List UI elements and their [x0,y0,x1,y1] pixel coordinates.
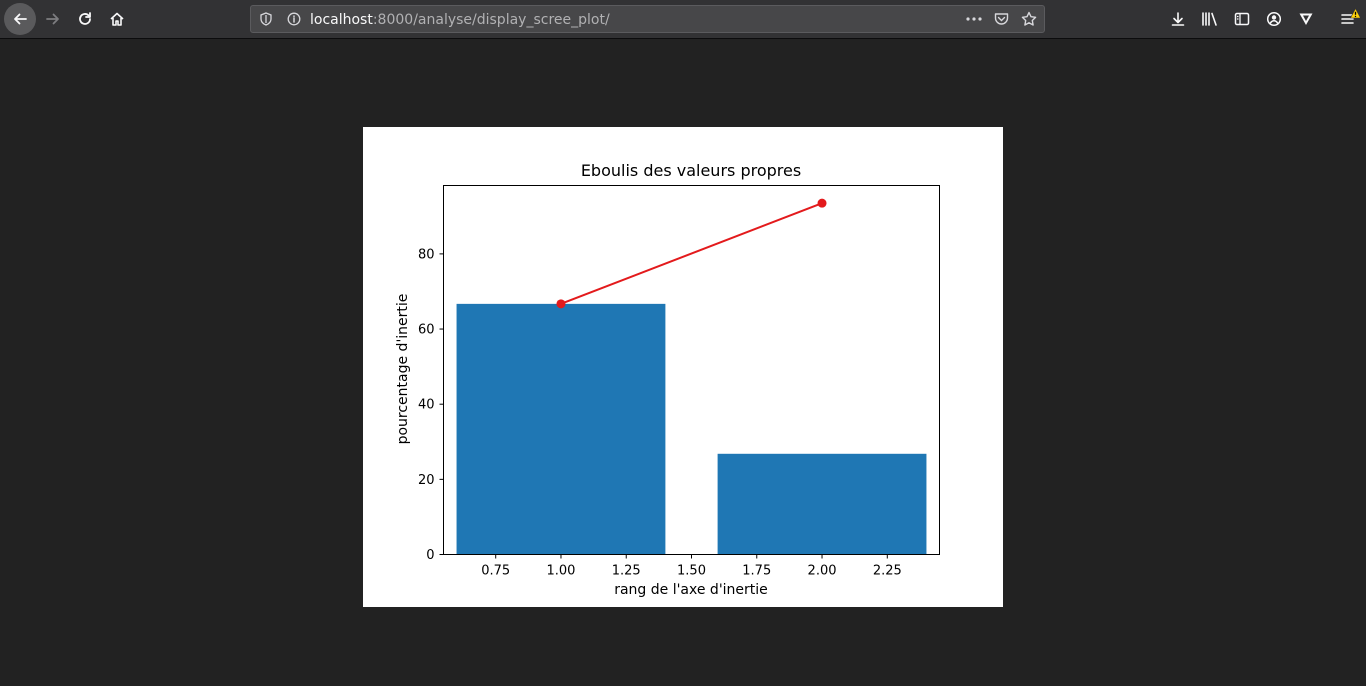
reload-button[interactable] [70,4,100,34]
y-ticks: 0 20 40 60 80 [418,247,444,563]
back-icon [14,13,27,25]
download-icon [1171,12,1185,26]
plot-frame [443,185,940,555]
x-tick-label: 2.25 [873,564,902,579]
extension-button[interactable] [1291,4,1321,34]
x-tick-label: 1.25 [612,564,641,579]
scree-plot-chart: Eboulis des valeurs propres rang de l'ax… [395,161,940,598]
more-icon[interactable] [965,13,983,25]
url-text[interactable]: localhost:8000/analyse/display_scree_plo… [310,12,610,28]
x-tick-label: 1.75 [742,564,771,579]
x-ticks: 0.75 1.00 1.25 1.50 1.75 2.00 2.25 [481,554,902,579]
bookmark-star-icon[interactable] [1021,11,1037,27]
x-tick-label: 0.75 [481,564,510,579]
line-point-2 [817,198,827,208]
chart-title: Eboulis des valeurs propres [581,161,801,180]
scree-plot-image: Eboulis des valeurs propres rang de l'ax… [363,127,1003,607]
url-path: :8000/analyse/display_scree_plot/ [372,12,610,28]
sidebar-icon [1234,12,1250,26]
bar-2 [717,453,927,555]
home-button[interactable] [102,4,132,34]
bar-1 [456,303,666,555]
url-host: localhost [310,12,373,28]
y-tick-label: 80 [418,247,435,262]
forward-icon [46,13,59,25]
menu-button[interactable] [1333,4,1363,34]
line-point-1 [556,299,566,309]
pocket-icon[interactable] [994,12,1009,26]
x-axis-label: rang de l'axe d'inertie [614,582,768,598]
y-tick-label: 0 [426,548,434,563]
back-button[interactable] [4,3,36,35]
home-icon [110,12,124,26]
y-tick-label: 20 [418,473,435,488]
x-tick-label: 1.00 [546,564,575,579]
library-button[interactable] [1195,4,1225,34]
account-button[interactable] [1259,4,1289,34]
downloads-button[interactable] [1163,4,1193,34]
x-tick-label: 2.00 [808,564,837,579]
reload-icon [79,12,91,25]
library-icon [1202,12,1217,26]
warning-icon [1350,8,1361,19]
y-tick-label: 40 [418,398,435,413]
page-content: Eboulis des valeurs propres rang de l'ax… [0,40,1366,686]
forward-button[interactable] [38,4,68,34]
extension-icon [1299,13,1313,25]
bars-group [456,303,927,555]
cumulative-line [560,202,823,305]
sidebar-button[interactable] [1227,4,1257,34]
url-bar[interactable]: localhost:8000/analyse/display_scree_plo… [250,5,1045,33]
y-axis-label: pourcentage d'inertie [395,294,411,445]
menu-icon [1341,14,1354,24]
shield-icon[interactable] [259,12,273,26]
line-group [556,198,827,309]
x-tick-label: 1.50 [677,564,706,579]
account-icon [1266,11,1282,27]
info-icon[interactable] [287,12,301,26]
y-tick-label: 60 [418,323,435,338]
browser-toolbar: localhost:8000/analyse/display_scree_plo… [0,0,1366,39]
